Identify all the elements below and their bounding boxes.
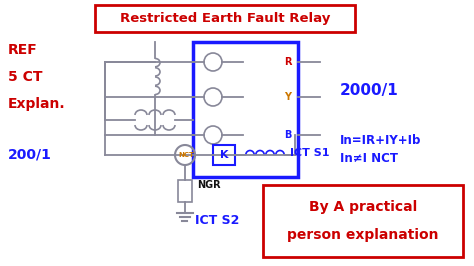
Text: R: R	[284, 57, 292, 67]
Text: In≠I NCT: In≠I NCT	[340, 152, 398, 164]
Text: person explanation: person explanation	[287, 228, 439, 242]
Text: REF: REF	[8, 43, 38, 57]
Bar	[213, 145, 235, 165]
Text: NCT: NCT	[178, 152, 194, 158]
Text: 5 CT: 5 CT	[8, 70, 43, 84]
Text: Restricted Earth Fault Relay: Restricted Earth Fault Relay	[120, 12, 330, 25]
Text: ICT S2: ICT S2	[195, 214, 239, 227]
Text: K: K	[220, 150, 228, 160]
Text: Y: Y	[284, 92, 292, 102]
Text: 2000/1: 2000/1	[340, 82, 399, 98]
Text: ICT S1: ICT S1	[290, 148, 329, 158]
Text: B: B	[284, 130, 292, 140]
Text: NGR: NGR	[197, 180, 220, 190]
Bar	[263, 185, 463, 257]
Text: By A practical: By A practical	[309, 200, 417, 214]
Bar	[193, 42, 298, 177]
Bar	[178, 180, 192, 202]
Text: 200/1: 200/1	[8, 148, 52, 162]
Bar	[95, 5, 355, 32]
Text: In=IR+IY+Ib: In=IR+IY+Ib	[340, 134, 421, 147]
Text: Explan.: Explan.	[8, 97, 65, 111]
